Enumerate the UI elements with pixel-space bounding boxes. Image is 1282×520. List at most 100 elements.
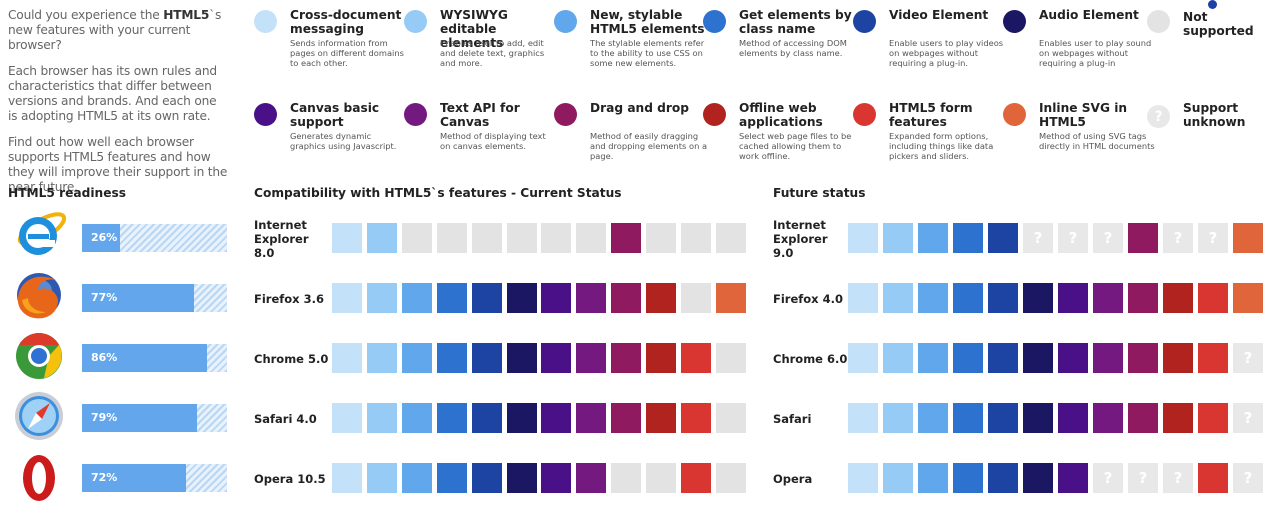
feature-cell-offline <box>646 403 677 433</box>
feature-cell-stylable <box>401 283 432 313</box>
legend-swatch-icon <box>554 103 577 126</box>
readiness-bar-track: 86% <box>82 344 227 372</box>
feature-cell-audio <box>1023 283 1053 313</box>
feature-cell-not-supported <box>681 283 711 313</box>
firefox-logo-icon <box>17 273 61 319</box>
intro-text: Could you experience the HTML5`s new fea… <box>8 8 228 206</box>
legend-swatch-icon <box>554 10 577 33</box>
feature-cell-video <box>988 403 1018 433</box>
feature-cell-video <box>471 283 502 313</box>
readiness-value-label: 79% <box>91 411 118 424</box>
feature-cell-canvas <box>541 283 572 313</box>
legend-description: Enable users to play videos on webpages … <box>889 38 1004 68</box>
feature-cell-drag-drop <box>611 283 642 313</box>
legend-description: Select web page files to be cached allow… <box>739 131 852 161</box>
feature-cell-cross-document <box>332 463 362 493</box>
safari-logo-icon <box>15 392 63 440</box>
opera-logo-icon <box>23 455 55 501</box>
feature-cell-forms <box>1198 463 1228 493</box>
feature-cell-stylable <box>918 223 948 253</box>
future-status-title: Future status <box>773 186 866 200</box>
feature-cell-not-supported <box>715 223 746 253</box>
feature-cell-not-supported <box>681 223 711 253</box>
feature-cell-wysiwyg <box>366 283 397 313</box>
legend-description: Enables user to add, edit and delete tex… <box>440 38 545 68</box>
feature-cell-canvas <box>541 463 572 493</box>
readiness-bar-track: 79% <box>82 404 227 432</box>
feature-cell-canvas <box>541 403 572 433</box>
feature-cell-canvas <box>1058 403 1088 433</box>
legend-description: Generates dynamic graphics using Javascr… <box>290 131 397 151</box>
legend-title: Offline web applications <box>739 101 823 129</box>
feature-cell-unknown: ? <box>1233 343 1263 373</box>
feature-cell-cross-document <box>332 283 362 313</box>
feature-cell-stylable <box>401 343 432 373</box>
legend-swatch-icon <box>703 103 726 126</box>
feature-cell-wysiwyg <box>883 463 913 493</box>
chrome-logo-icon <box>16 333 62 379</box>
legend-title: Inline SVG in HTML5 <box>1039 101 1128 129</box>
legend-swatch-icon <box>404 103 427 126</box>
feature-cell-video <box>988 223 1018 253</box>
feature-cell-not-supported <box>506 223 537 253</box>
feature-cell-cross-document <box>848 283 878 313</box>
feature-cell-audio <box>1023 463 1053 493</box>
feature-cell-stylable <box>918 463 948 493</box>
legend-title: Support unknown <box>1183 101 1246 129</box>
feature-cell-text-api <box>1093 403 1123 433</box>
feature-cell-forms <box>681 343 711 373</box>
readiness-bar <box>82 284 194 312</box>
feature-cell-cross-document <box>848 463 878 493</box>
feature-cell-get-by-class <box>436 403 467 433</box>
browser-row-label: Opera 10.5 <box>254 472 326 486</box>
legend-title: Get elements by class name <box>739 8 852 36</box>
legend-title: New, stylable HTML5 elements <box>590 8 705 36</box>
legend-swatch-icon <box>254 10 277 33</box>
feature-cell-stylable <box>918 403 948 433</box>
feature-cell-audio <box>1023 343 1053 373</box>
feature-cell-wysiwyg <box>366 343 397 373</box>
feature-cell-unknown: ? <box>1093 463 1123 493</box>
readiness-value-label: 72% <box>91 471 118 484</box>
feature-cell-not-supported <box>646 223 677 253</box>
feature-cell-forms <box>681 463 711 493</box>
legend-title: Audio Element <box>1039 8 1139 22</box>
feature-cell-cross-document <box>332 343 362 373</box>
feature-cell-not-supported <box>646 463 677 493</box>
feature-cell-get-by-class <box>953 223 983 253</box>
legend-swatch-icon <box>853 103 876 126</box>
feature-cell-not-supported <box>715 343 746 373</box>
feature-cell-audio <box>506 463 537 493</box>
feature-cell-not-supported <box>436 223 467 253</box>
feature-cell-unknown: ? <box>1233 463 1263 493</box>
feature-cell-cross-document <box>848 223 878 253</box>
readiness-value-label: 77% <box>91 291 118 304</box>
legend-title: HTML5 form features <box>889 101 973 129</box>
legend-title: Text API for Canvas <box>440 101 520 129</box>
feature-cell-video <box>988 343 1018 373</box>
feature-cell-offline <box>1163 343 1193 373</box>
feature-cell-offline <box>646 343 677 373</box>
feature-cell-drag-drop <box>1128 403 1158 433</box>
feature-cell-get-by-class <box>953 463 983 493</box>
intro-question-part: `s new features with your current browse… <box>8 8 222 52</box>
feature-cell-unknown: ? <box>1093 223 1123 253</box>
readiness-bar-track: 26% <box>82 224 227 252</box>
feature-cell-wysiwyg <box>883 343 913 373</box>
feature-cell-text-api <box>1093 283 1123 313</box>
feature-cell-video <box>471 343 502 373</box>
readiness-bar-track: 77% <box>82 284 227 312</box>
feature-cell-video <box>988 283 1018 313</box>
feature-cell-get-by-class <box>436 343 467 373</box>
legend-swatch-icon <box>1003 10 1026 33</box>
feature-cell-unknown: ? <box>1233 403 1263 433</box>
browser-row-label: Firefox 3.6 <box>254 292 324 306</box>
feature-cell-forms <box>1198 343 1228 373</box>
browser-row-label: Chrome 5.0 <box>254 352 329 366</box>
feature-cell-canvas <box>1058 283 1088 313</box>
feature-cell-unknown: ? <box>1023 223 1053 253</box>
readiness-bar <box>82 464 187 492</box>
feature-cell-forms <box>1198 283 1228 313</box>
feature-cell-canvas <box>1058 463 1088 493</box>
feature-cell-wysiwyg <box>883 403 913 433</box>
